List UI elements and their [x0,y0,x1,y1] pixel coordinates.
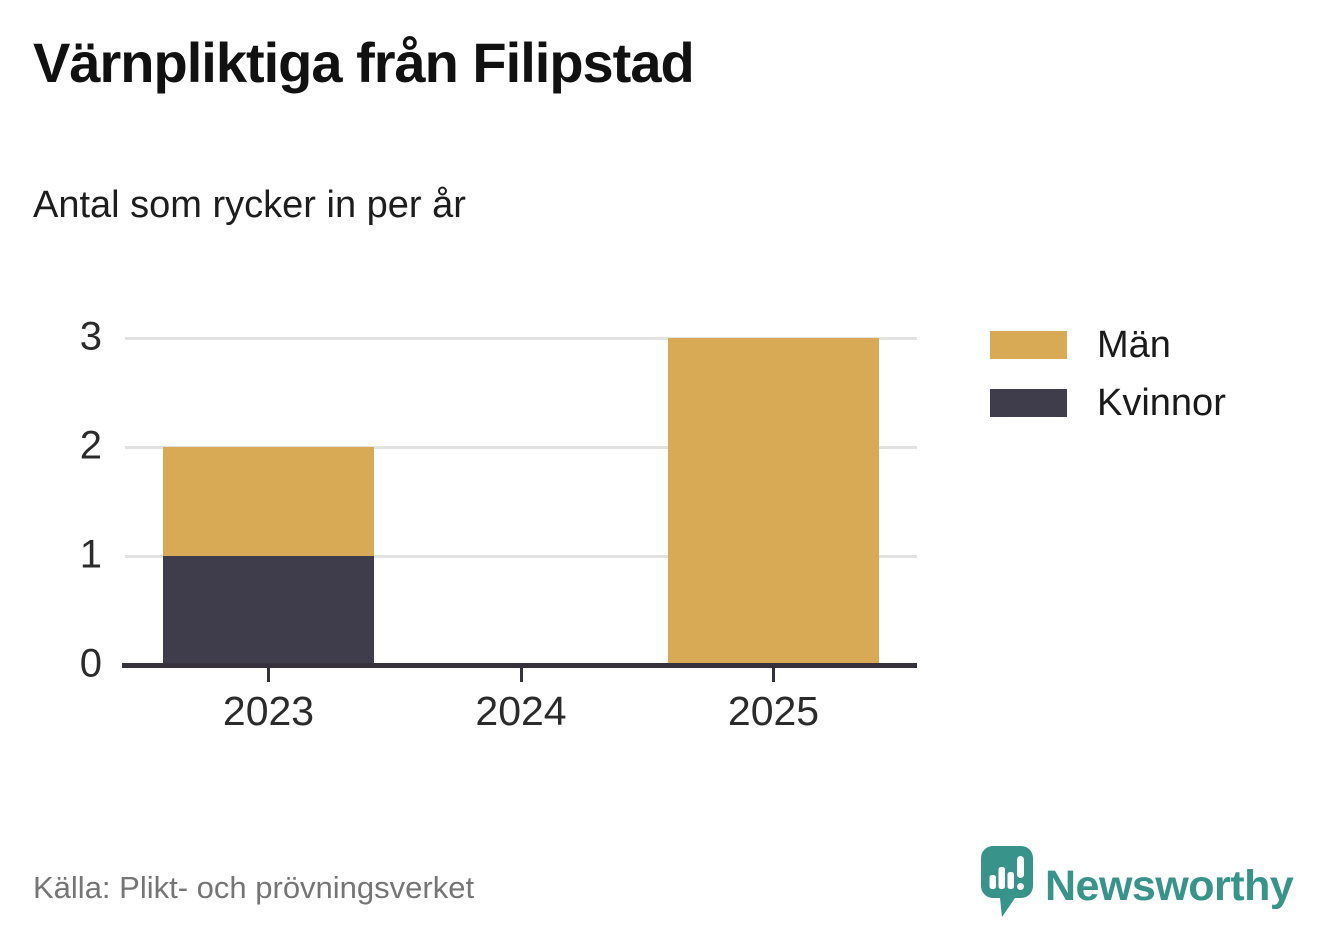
gridline-y3 [125,337,917,340]
source-note: Källa: Plikt- och prövningsverket [33,870,475,905]
x-axis-label-2024: 2024 [475,688,567,734]
brand-logo: Newsworthy [981,846,1294,920]
bar-2025-män [668,338,879,665]
x-tick-2023 [267,668,270,682]
bar-medium-icon [1007,872,1014,889]
brand-name: Newsworthy [1045,862,1294,910]
y-axis-tick-3: 3 [79,314,102,359]
legend-label-kvinnor: Kvinnor [1097,381,1226,424]
exclamation-dot-icon [1017,883,1024,890]
gridline-y1 [125,555,917,558]
x-tick-2025 [772,668,775,682]
gridline-y2 [125,446,917,449]
newsworthy-speech-bubble-chart-icon [981,846,1033,917]
x-axis-label-2025: 2025 [727,688,820,734]
x-axis-line [122,663,917,668]
exclamation-line-icon [1017,856,1024,878]
y-axis-tick-1: 1 [79,532,102,577]
chart-title: Värnpliktiga från Filipstad [33,31,695,94]
bar-tall-icon [998,867,1005,889]
legend-item-män: Män [990,324,1171,366]
legend-swatch-kvinnor [990,389,1067,417]
x-tick-2024 [519,668,523,682]
bar-2023-kvinnor [163,556,374,665]
legend-label-män: Män [1097,323,1171,366]
legend-swatch-män [990,331,1067,359]
bar-small-icon [989,875,996,889]
bar-2023-män [163,447,374,556]
y-axis-tick-2: 2 [79,423,102,468]
chart-subtitle: Antal som rycker in per år [33,184,466,226]
legend-item-kvinnor: Kvinnor [990,382,1226,424]
y-axis-tick-0: 0 [79,641,102,686]
x-axis-label-2023: 2023 [222,688,315,734]
